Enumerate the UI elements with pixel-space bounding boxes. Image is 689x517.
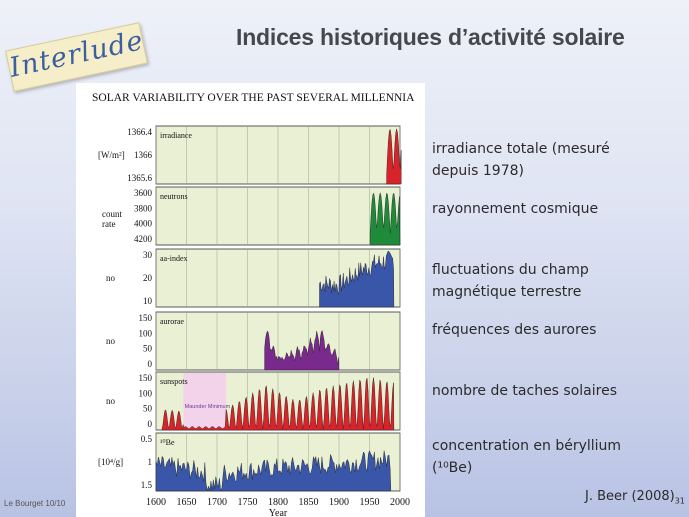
page-number: 31 — [674, 496, 685, 506]
ylabel-neutrons: count — [102, 209, 122, 219]
desc-irradiance: irradiance totale (mesuré depuis 1978) — [432, 141, 610, 179]
ytick-label: 4200 — [134, 234, 153, 244]
maunder-shade — [183, 373, 227, 429]
xtick-label: 1700 — [207, 497, 227, 508]
ylabel-aa-index: no — [106, 273, 116, 283]
solar-variability-figure: SOLAR VARIABILITY OVER THE PAST SEVERAL … — [76, 83, 425, 517]
ytick-label: 1365.6 — [127, 173, 152, 183]
panel-name-sunspots: sunspots — [160, 377, 188, 386]
ytick-label: 1 — [148, 457, 153, 467]
ytick-label: 150 — [139, 373, 153, 383]
xtick-label: 1800 — [268, 497, 288, 508]
badge-label: Interlude — [6, 25, 147, 84]
slide-title: Indices historiques d’activité solaire — [236, 24, 625, 50]
xtick-label: 1950 — [360, 497, 380, 508]
panel-name-aurorae: aurorae — [160, 317, 184, 326]
ylabel-irradiance: [W/m²] — [98, 150, 125, 160]
xtick-label: 2000 — [390, 497, 410, 508]
ytick-label: 3800 — [134, 203, 153, 213]
xtick-label: 1600 — [146, 497, 166, 508]
ytick-label: 20 — [143, 273, 153, 283]
ytick-label: 0 — [148, 419, 153, 429]
series-sunspots — [161, 377, 395, 431]
xtick-label: 1650 — [177, 497, 197, 508]
ytick-label: 150 — [139, 313, 153, 323]
solar-chart: irradiance 1366.4 1366 1365.6 [W/m²] neutrons… — [98, 125, 410, 517]
ytick-label: 0.5 — [141, 434, 153, 444]
panel-name-10Be: ¹⁰Be — [160, 438, 175, 447]
desc-cosmic: rayonnement cosmique — [432, 201, 599, 217]
ylabel-neutrons: rate — [102, 219, 116, 229]
ytick-label: 1366 — [134, 150, 153, 160]
ytick-label: 50 — [143, 344, 153, 354]
ylabel-aurorae: no — [106, 336, 116, 346]
ytick-label: 4000 — [134, 219, 153, 229]
ytick-label: 10 — [143, 296, 153, 306]
series-aurorae — [264, 329, 340, 371]
ytick-label: 30 — [143, 250, 153, 260]
desc-magnetic: fluctuations du champ magnétique terrest… — [432, 262, 589, 300]
ytick-label: 100 — [139, 328, 153, 338]
series-irradiance — [386, 128, 402, 185]
desc-sunspots: nombre de taches solaires — [432, 383, 617, 399]
credit-text: J. Beer (2008) — [585, 489, 675, 504]
interlude-badge: Interlude — [5, 22, 148, 92]
ytick-label: 3600 — [134, 188, 153, 198]
ytick-label: 1366.4 — [127, 127, 152, 137]
panel-name-neutrons: neutrons — [160, 192, 188, 201]
credit: J. Beer (2008)31 — [585, 489, 685, 506]
desc-aurorae: fréquences des aurores — [432, 322, 597, 338]
series-10Be — [155, 450, 392, 492]
panel-name-aa-index: aa-index — [160, 254, 188, 263]
maunder-label: Maunder Minimum — [185, 404, 231, 410]
ytick-label: 1.5 — [141, 480, 153, 490]
ytick-label: 100 — [139, 388, 153, 398]
ytick-label: 0 — [148, 359, 153, 369]
xtick-label: 1850 — [299, 497, 319, 508]
x-axis-label: Year — [269, 508, 288, 517]
desc-beryllium: concentration en béryllium (¹⁰Be) — [432, 438, 622, 476]
series-neutrons — [369, 192, 401, 246]
xtick-label: 1900 — [329, 497, 349, 508]
ytick-label: 50 — [143, 404, 153, 414]
ylabel-10Be: [10⁴/g] — [98, 457, 123, 467]
ylabel-sunspots: no — [106, 396, 116, 406]
figure-title: SOLAR VARIABILITY OVER THE PAST SEVERAL … — [92, 92, 415, 104]
panel-name-irradiance: irradiance — [160, 131, 192, 140]
xtick-label: 1750 — [238, 497, 258, 508]
footer-text: Le Bourget 10/10 — [4, 499, 66, 508]
series-aa-index — [319, 250, 395, 308]
